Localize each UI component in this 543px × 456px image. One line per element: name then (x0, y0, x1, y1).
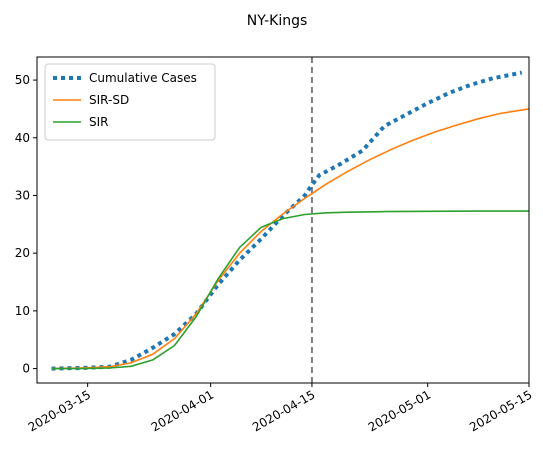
axes-frame (36, 56, 530, 384)
x-tick-label: 2020-03-15 (26, 387, 93, 434)
x-tick-label: 2020-05-01 (366, 387, 433, 434)
series-line-2 (51, 210, 529, 370)
legend-box (44, 63, 216, 141)
y-tick-label: 10 (15, 304, 30, 318)
y-tick-label: 30 (15, 188, 30, 202)
y-tick-label: 50 (15, 73, 30, 87)
series-line-1 (51, 108, 530, 370)
x-tick-label: 2020-04-15 (250, 387, 317, 434)
legend-label-1: SIR-SD (89, 93, 129, 107)
y-tick-label: 20 (15, 246, 30, 260)
legend: Cumulative Cases SIR-SD SIR (44, 63, 216, 141)
y-tick-label: 40 (15, 131, 30, 145)
x-tick-label: 2020-05-15 (467, 387, 534, 434)
y-axis: 0 10 20 30 40 50 (15, 73, 37, 376)
series-line-0 (51, 70, 523, 371)
legend-label-2: SIR (89, 115, 109, 129)
legend-label-0: Cumulative Cases (89, 71, 197, 85)
plot-area (51, 57, 530, 383)
x-axis: 2020-03-15 2020-04-01 2020-04-15 2020-05-01… (26, 383, 535, 434)
chart-title: NY-Kings (247, 13, 308, 29)
x-tick-label: 2020-04-01 (149, 387, 216, 434)
y-tick-label: 0 (22, 362, 30, 376)
